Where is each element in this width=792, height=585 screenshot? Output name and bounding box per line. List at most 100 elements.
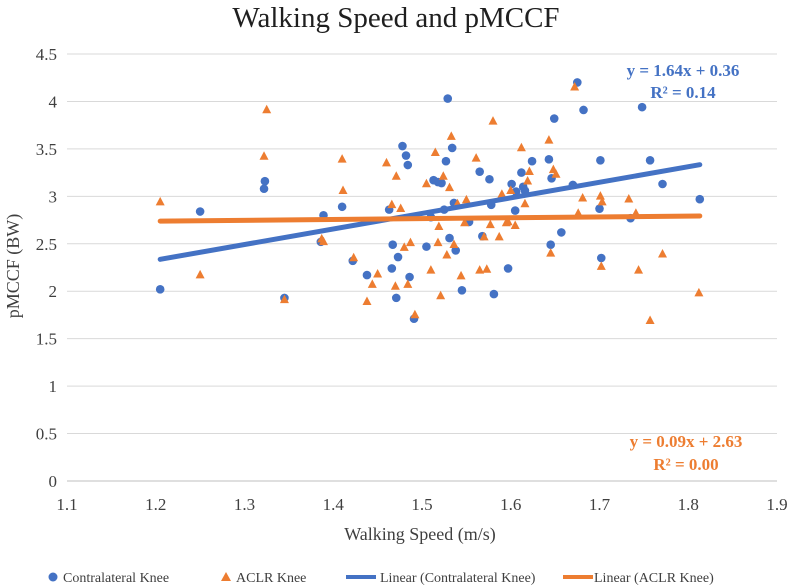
- point-aclr: [387, 199, 397, 209]
- point-contralateral: [443, 94, 453, 103]
- point-aclr: [488, 116, 498, 125]
- x-tick-label: 1.2: [145, 495, 166, 514]
- point-contralateral: [387, 264, 397, 273]
- point-aclr: [485, 219, 495, 229]
- point-aclr: [430, 147, 440, 156]
- point-aclr: [503, 216, 513, 226]
- point-aclr: [399, 242, 409, 251]
- point-contralateral: [155, 285, 165, 294]
- point-aclr: [410, 309, 420, 319]
- point-aclr: [624, 193, 634, 203]
- y-tick-label: 0.5: [36, 425, 57, 444]
- trendline-aclr: [157, 213, 703, 224]
- point-contralateral: [637, 102, 647, 112]
- point-aclr: [479, 231, 489, 241]
- x-tick-label: 1.6: [500, 495, 521, 514]
- point-contralateral: [596, 155, 605, 165]
- point-aclr: [497, 189, 507, 198]
- trendline-contralateral: [157, 162, 703, 262]
- point-contralateral: [645, 155, 655, 165]
- point-aclr: [449, 239, 459, 249]
- point-contralateral: [579, 105, 588, 115]
- point-aclr: [658, 249, 668, 258]
- point-aclr: [279, 294, 289, 304]
- legend-circle-marker: [48, 572, 58, 582]
- x-tick-label: 1.3: [234, 495, 255, 514]
- point-contralateral: [507, 179, 516, 189]
- point-aclr: [195, 269, 205, 279]
- point-aclr: [390, 281, 400, 290]
- point-contralateral: [388, 240, 398, 250]
- point-aclr: [524, 166, 534, 175]
- trendline-equation-aclr: y = 0.09x + 2.63: [630, 432, 743, 451]
- point-aclr: [259, 151, 269, 160]
- legend-label-linear-aclr: Linear (ACLR Knee): [594, 571, 714, 585]
- point-aclr: [645, 315, 655, 324]
- point-aclr: [433, 237, 443, 247]
- point-aclr: [436, 290, 446, 300]
- point-contralateral: [549, 114, 559, 123]
- point-contralateral: [546, 240, 555, 250]
- point-aclr: [405, 237, 415, 247]
- point-contralateral: [557, 228, 566, 237]
- legend-label-linear-contralateral: Linear (Contralateral Knee): [380, 571, 536, 585]
- point-aclr: [262, 104, 272, 114]
- point-aclr: [694, 287, 704, 297]
- point-aclr: [421, 178, 431, 188]
- point-aclr: [482, 264, 492, 273]
- point-aclr: [442, 249, 452, 259]
- point-contralateral: [441, 156, 451, 166]
- chart-title: Walking Speed and pMCCF: [232, 2, 559, 34]
- y-tick-label: 3: [49, 187, 58, 206]
- point-aclr: [349, 252, 359, 262]
- point-aclr: [434, 221, 444, 230]
- legend-triangle-marker: [221, 572, 231, 581]
- point-contralateral: [391, 293, 401, 303]
- point-aclr: [438, 171, 448, 180]
- point-contralateral: [510, 206, 520, 215]
- point-contralateral: [489, 289, 499, 299]
- point-contralateral: [485, 174, 494, 184]
- point-contralateral: [695, 194, 705, 204]
- trendline-equation-contralateral: y = 1.64x + 0.36: [627, 61, 740, 80]
- point-aclr: [475, 265, 485, 274]
- point-contralateral: [259, 184, 269, 194]
- y-tick-label: 2: [49, 282, 58, 301]
- x-tick-label: 1.8: [678, 495, 699, 514]
- point-aclr: [367, 279, 377, 288]
- trendlines: [157, 162, 703, 262]
- point-contralateral: [445, 233, 454, 243]
- point-aclr: [596, 261, 606, 270]
- x-axis-label: Walking Speed (m/s): [344, 524, 496, 545]
- point-contralateral: [475, 167, 484, 176]
- point-aclr: [391, 171, 401, 180]
- point-contralateral: [403, 160, 413, 170]
- trendline-r2-aclr: R² = 0.00: [653, 455, 718, 474]
- y-tick-label: 4: [49, 92, 58, 111]
- point-contralateral: [447, 143, 457, 153]
- point-aclr: [520, 198, 530, 208]
- point-aclr: [595, 191, 605, 200]
- point-contralateral: [658, 179, 667, 189]
- trendline-r2-contralateral: R² = 0.14: [650, 83, 716, 102]
- point-aclr: [578, 193, 588, 202]
- point-aclr: [544, 135, 554, 144]
- point-aclr: [382, 157, 391, 167]
- legend-label-contralateral: Contralateral Knee: [63, 571, 169, 585]
- point-aclr: [338, 185, 348, 194]
- point-aclr: [456, 270, 466, 280]
- point-aclr: [510, 220, 520, 230]
- point-aclr: [445, 182, 455, 192]
- point-aclr: [318, 236, 328, 246]
- x-tick-label: 1.5: [411, 495, 432, 514]
- point-aclr: [362, 296, 372, 305]
- legend: Contralateral Knee ACLR Knee Linear (Con…: [48, 571, 714, 585]
- y-tick-label: 2.5: [36, 235, 57, 254]
- y-tick-label: 3.5: [36, 140, 57, 159]
- point-aclr: [461, 194, 471, 204]
- point-aclr: [446, 131, 456, 140]
- y-axis-ticks: 0 0.5 1 1.5 2 2.5 3 3.5 4 4.5: [36, 45, 58, 491]
- y-tick-label: 1: [49, 377, 58, 396]
- point-aclr: [506, 185, 516, 194]
- point-contralateral: [451, 246, 461, 255]
